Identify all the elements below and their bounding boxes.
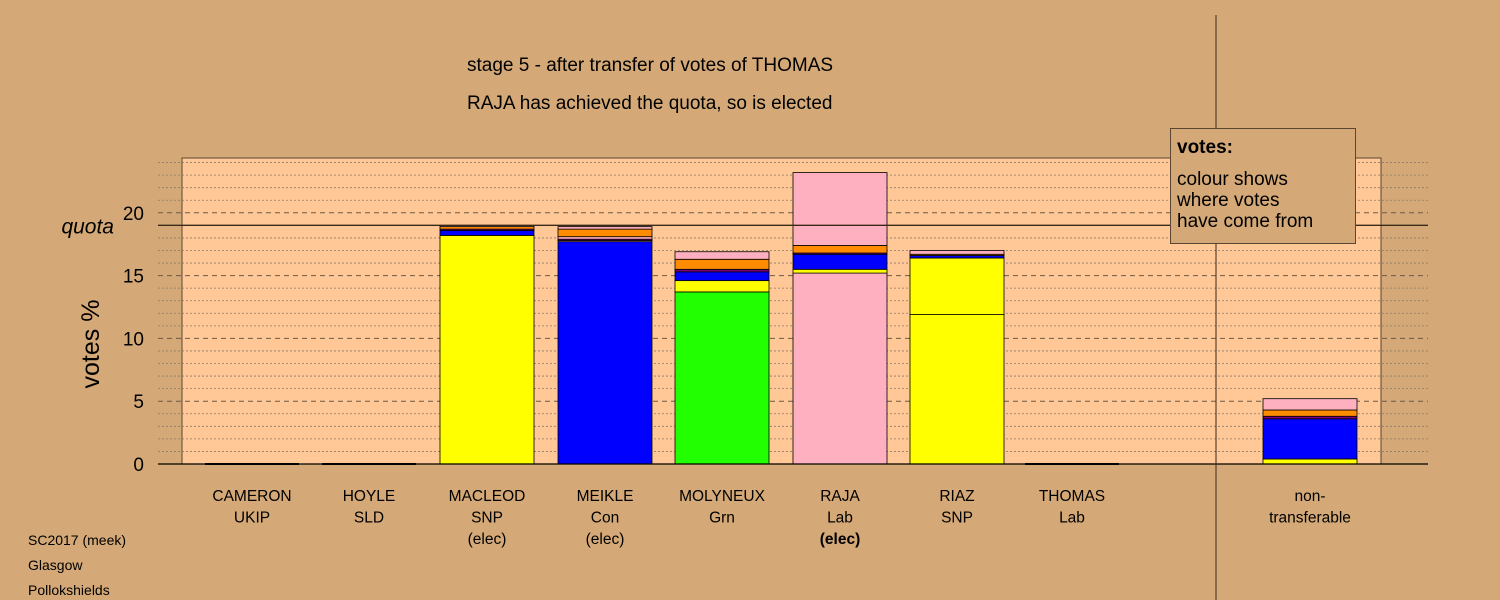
- category-party: Con: [591, 510, 619, 527]
- legend-line: where votes: [1177, 190, 1280, 211]
- y-tick-label: 5: [133, 392, 144, 413]
- bar-segment: [674, 258, 770, 270]
- y-tick-label: 20: [123, 204, 144, 225]
- y-tick-label: 15: [123, 267, 144, 288]
- bar-segment: [674, 271, 770, 282]
- legend-line: have come from: [1177, 211, 1314, 232]
- legend-line: colour shows: [1177, 169, 1288, 190]
- bar-segment: [1262, 418, 1358, 460]
- category-party: SNP: [471, 510, 503, 527]
- bar-segment: [674, 280, 770, 293]
- category-name: RAJA: [820, 488, 860, 505]
- chart-title: stage 5 - after transfer of votes of THO…: [467, 55, 834, 76]
- category-name: non-: [1294, 488, 1325, 505]
- footer-council: Glasgow: [28, 557, 83, 573]
- bar-segment: [792, 253, 888, 270]
- bar-segment: [557, 228, 653, 238]
- y-tick-label: 0: [133, 455, 144, 476]
- bar-segment: [792, 245, 888, 254]
- category-status: (elec): [468, 531, 507, 548]
- category-party: SNP: [941, 510, 973, 527]
- category-name: CAMERON: [212, 488, 291, 505]
- legend: votes: colour shows where votes have com…: [1170, 128, 1356, 244]
- category-party: Lab: [827, 510, 853, 527]
- category-status: (elec): [586, 531, 625, 548]
- category-name: MEIKLE: [577, 488, 634, 505]
- quota-label: quota: [61, 215, 114, 238]
- bar-segment: [792, 172, 888, 246]
- y-tick-label: 10: [123, 329, 144, 350]
- category-party: SLD: [354, 510, 384, 527]
- footer-ward: Pollokshields: [28, 582, 110, 598]
- bar-segment: [1262, 409, 1358, 417]
- legend-text: colour shows where votes have come from: [1177, 169, 1349, 232]
- category-name: MACLEOD: [449, 488, 526, 505]
- bar-segment: [909, 257, 1005, 315]
- bar-segment: [439, 229, 535, 236]
- category-name: RIAZ: [939, 488, 974, 505]
- bar-segment: [557, 241, 653, 465]
- bar-segment: [674, 291, 770, 465]
- legend-title: votes:: [1177, 137, 1233, 158]
- bar-segment: [1262, 458, 1358, 465]
- chart-subtitle: RAJA has achieved the quota, so is elect…: [467, 93, 833, 114]
- bar-segment: [792, 268, 888, 274]
- category-party: UKIP: [234, 510, 270, 527]
- bar-segment: [1262, 398, 1358, 411]
- bar-segment: [792, 272, 888, 465]
- category-status: (elec): [820, 531, 861, 548]
- category-party: transferable: [1269, 510, 1351, 527]
- category-name: THOMAS: [1039, 488, 1105, 505]
- footer-election: SC2017 (meek): [28, 532, 127, 548]
- bar-segment: [557, 226, 653, 230]
- bar-segment: [909, 314, 1005, 465]
- bar-segment: [439, 235, 535, 465]
- category-party: Lab: [1059, 510, 1085, 527]
- bar-segment: [674, 251, 770, 260]
- bar-segment: [909, 250, 1005, 255]
- category-name: MOLYNEUX: [679, 488, 766, 505]
- y-axis-label: votes %: [77, 300, 105, 389]
- category-party: Grn: [709, 510, 735, 527]
- category-name: HOYLE: [343, 488, 396, 505]
